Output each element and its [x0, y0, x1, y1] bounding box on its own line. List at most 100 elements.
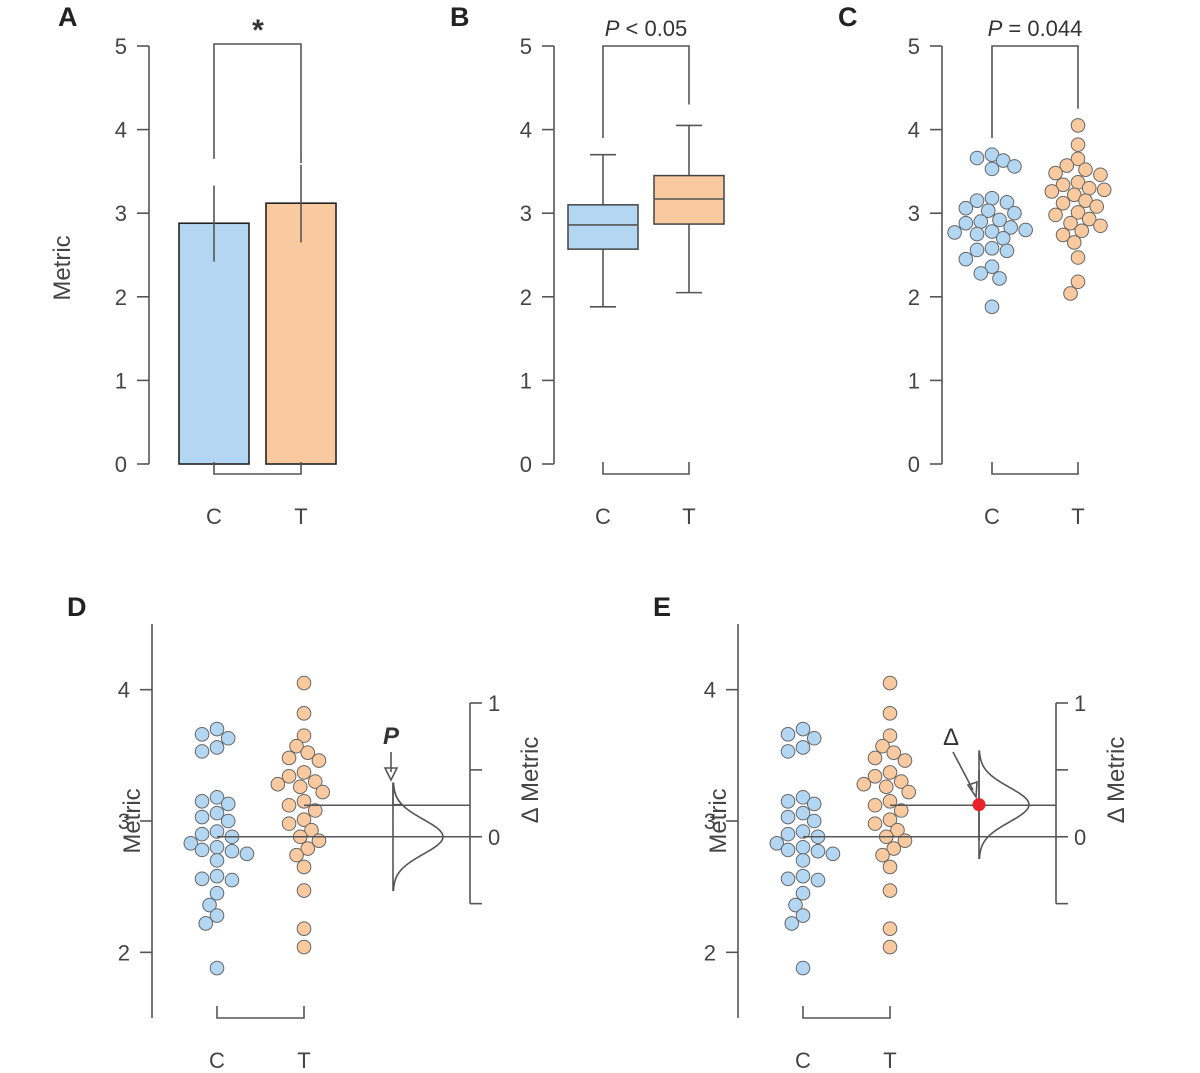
- delta-tick-label: 0: [488, 825, 500, 850]
- dot-test: [1044, 184, 1060, 199]
- x-tick-label-c: C: [984, 504, 1000, 529]
- dot-test: [1093, 218, 1108, 234]
- dot-test: [882, 883, 898, 898]
- dot-test: [1070, 137, 1086, 152]
- y-tick-label: 1: [115, 368, 127, 393]
- dot-control: [220, 796, 236, 812]
- dot-control: [795, 853, 811, 868]
- dot-control: [795, 790, 811, 805]
- p-value-text: = 0.044: [1002, 16, 1082, 41]
- p-value-label: P < 0.05: [605, 16, 688, 41]
- dot-control: [795, 908, 811, 923]
- dot-control: [209, 885, 225, 901]
- delta-tick-label: 1: [488, 691, 500, 716]
- dot-control: [780, 727, 796, 742]
- dot-control: [209, 721, 225, 737]
- dot-test: [281, 797, 297, 813]
- y-tick-label: 3: [115, 201, 127, 226]
- dot-test: [882, 794, 898, 809]
- dot-control: [183, 836, 199, 851]
- dot-control: [209, 960, 225, 976]
- dot-test: [1066, 187, 1082, 203]
- y-tick-label: 2: [520, 285, 532, 310]
- dot-control: [209, 839, 225, 855]
- y-axis-title: Metric: [119, 788, 146, 853]
- dot-control: [973, 266, 989, 281]
- dot-control: [224, 872, 240, 888]
- dot-control: [980, 203, 996, 218]
- y-tick-label: 5: [115, 34, 127, 59]
- dot-test: [311, 753, 327, 768]
- y-tick-label: 4: [115, 118, 127, 143]
- x-tick-label-t: T: [294, 504, 307, 529]
- dot-control: [795, 824, 811, 839]
- dot-control: [194, 842, 210, 858]
- dot-control: [209, 790, 225, 805]
- panel-d: D 2 3 4 Metric 0 1 Δ Metric P C T: [67, 592, 544, 1073]
- dot-test: [875, 738, 890, 754]
- dot-control: [209, 740, 225, 755]
- dot-control: [795, 960, 811, 976]
- significance-bracket: [213, 43, 302, 164]
- dot-control: [194, 744, 210, 759]
- dot-test: [1070, 151, 1086, 167]
- dot-test: [893, 774, 909, 789]
- dot-test: [307, 774, 323, 789]
- dot-test: [1089, 199, 1104, 214]
- dot-test: [1055, 177, 1071, 193]
- dot-test: [875, 847, 890, 863]
- delta-arrow-head: [966, 780, 978, 800]
- dot-control: [958, 215, 974, 231]
- y-axis-title: Metric: [705, 788, 732, 853]
- y-tick-label: 1: [520, 368, 532, 393]
- dot-test: [1070, 205, 1086, 220]
- p-value-tail: [392, 782, 404, 806]
- y-tick-label: 3: [520, 201, 532, 226]
- dot-test: [882, 812, 898, 827]
- dot-control: [780, 826, 796, 842]
- y-axis-title: Metric: [49, 235, 76, 300]
- dot-test: [292, 779, 308, 795]
- dot-test: [1048, 165, 1063, 181]
- delta-axis-title: Δ Metric: [517, 737, 544, 824]
- y-tick-label: 2: [908, 285, 920, 310]
- dot-test: [296, 812, 312, 827]
- delta-point: [972, 798, 986, 812]
- dot-control: [969, 226, 985, 242]
- dot-test: [1070, 118, 1086, 133]
- dot-control: [209, 805, 225, 821]
- dot-control: [958, 251, 974, 267]
- dot-control: [958, 200, 974, 216]
- dot-test: [882, 765, 898, 780]
- dot-control: [780, 809, 796, 825]
- x-tick-label-t: T: [297, 1048, 310, 1073]
- dot-test: [1093, 167, 1108, 183]
- dot-test: [270, 776, 286, 792]
- dot-test: [897, 753, 913, 768]
- y-tick-label: 0: [520, 452, 532, 477]
- dot-control: [198, 916, 214, 931]
- y-tick-label: 3: [908, 201, 920, 226]
- dot-test: [1096, 182, 1112, 198]
- delta-tick-label: 0: [1074, 825, 1086, 850]
- p-value-text: < 0.05: [619, 16, 687, 41]
- y-tick-label: 3: [704, 809, 716, 834]
- dot-test: [1081, 180, 1097, 196]
- dot-control: [947, 225, 962, 240]
- dot-control: [239, 846, 255, 862]
- dot-control: [769, 836, 785, 851]
- y-tick-label: 5: [908, 34, 920, 59]
- dot-test: [1081, 211, 1097, 227]
- dot-control: [984, 190, 1000, 206]
- dot-control: [220, 730, 236, 746]
- x-tick-label-c: C: [209, 1048, 225, 1073]
- dot-test: [281, 816, 297, 831]
- dot-control: [224, 843, 240, 859]
- panel-a: A 0 1 2 3 4 5 Metric * C T: [49, 2, 337, 529]
- dot-test: [296, 706, 312, 721]
- dot-control: [806, 730, 822, 746]
- x-tick-label-t: T: [682, 504, 695, 529]
- dot-test: [1074, 223, 1090, 239]
- y-tick-label: 4: [520, 118, 532, 143]
- delta-annotation: Δ: [943, 724, 959, 751]
